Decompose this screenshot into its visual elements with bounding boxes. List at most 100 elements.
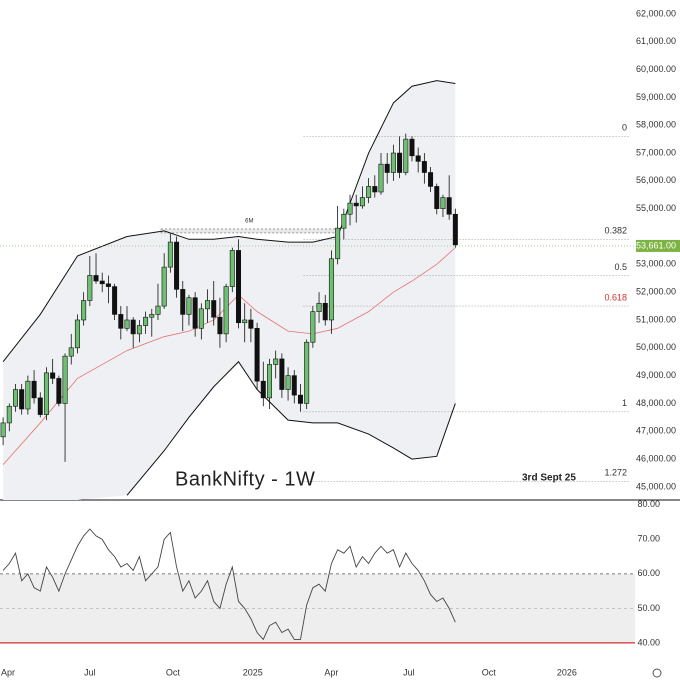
candle-body bbox=[74, 319, 80, 349]
candle-body bbox=[421, 161, 427, 173]
candle-body bbox=[112, 286, 118, 315]
fib-label: 0.618 bbox=[604, 292, 627, 302]
candle-body bbox=[167, 241, 173, 268]
rsi-tick-label: 70.00 bbox=[637, 534, 660, 544]
candle-body bbox=[50, 372, 56, 379]
y-tick-label: 57,000.00 bbox=[636, 147, 676, 157]
settings-icon[interactable] bbox=[652, 668, 662, 678]
y-tick-label: 50,000.00 bbox=[636, 342, 676, 352]
candle-body bbox=[229, 250, 235, 287]
candle-body bbox=[87, 275, 93, 301]
candle-body bbox=[93, 275, 99, 282]
candle-body bbox=[446, 197, 452, 215]
candle-body bbox=[174, 241, 180, 290]
candle-body bbox=[297, 394, 303, 404]
fib-label: 1.272 bbox=[604, 468, 627, 478]
candle-body bbox=[118, 314, 124, 329]
x-tick-label: Jul bbox=[84, 667, 96, 677]
candle-body bbox=[136, 325, 142, 335]
candle-body bbox=[397, 152, 403, 173]
candle-body bbox=[390, 152, 396, 173]
rsi-tick-label: 80.00 bbox=[637, 499, 660, 509]
y-tick-label: 51,000.00 bbox=[636, 314, 676, 324]
candle-body bbox=[0, 422, 6, 438]
candle-body bbox=[143, 316, 149, 326]
candle-body bbox=[353, 202, 359, 207]
y-tick-label: 61,000.00 bbox=[636, 36, 676, 46]
y-tick-label: 53,000.00 bbox=[636, 259, 676, 269]
y-tick-label: 60,000.00 bbox=[636, 64, 676, 74]
candle-body bbox=[347, 202, 353, 215]
y-tick-label: 56,000.00 bbox=[636, 175, 676, 185]
band-lower bbox=[126, 360, 456, 496]
candle-body bbox=[62, 355, 68, 404]
candle-body bbox=[279, 358, 285, 390]
candle-body bbox=[328, 258, 334, 321]
fib-label: 0.5 bbox=[614, 262, 627, 272]
candle-body bbox=[242, 319, 248, 324]
candle-body bbox=[155, 305, 161, 315]
candle-body bbox=[31, 380, 37, 399]
candle-body bbox=[161, 266, 167, 307]
candle-body bbox=[310, 311, 316, 343]
rsi-tick-label: 40.00 bbox=[637, 637, 660, 647]
candle-body bbox=[366, 186, 372, 198]
candle-body bbox=[273, 358, 279, 365]
candle-body bbox=[6, 405, 12, 424]
x-tick-label: Oct bbox=[482, 667, 497, 677]
candle-body bbox=[403, 138, 409, 173]
y-tick-label: 49,000.00 bbox=[636, 370, 676, 380]
candle-body bbox=[12, 389, 18, 407]
y-tick-label: 52,000.00 bbox=[636, 287, 676, 297]
y-tick-label: 46,000.00 bbox=[636, 453, 676, 463]
candle-body bbox=[291, 375, 297, 396]
x-tick-label: Apr bbox=[324, 667, 338, 677]
annotation: 3rd Sept 25 bbox=[522, 473, 576, 484]
price-tag bbox=[636, 239, 680, 252]
candle-body bbox=[322, 302, 328, 321]
candle-body bbox=[452, 213, 458, 246]
y-tick-label: 55,000.00 bbox=[636, 203, 676, 213]
candle-body bbox=[124, 319, 130, 329]
candle-body bbox=[341, 213, 347, 229]
candle-body bbox=[266, 364, 272, 399]
band-fill bbox=[3, 80, 456, 501]
candle-body bbox=[236, 250, 242, 324]
candle-body bbox=[248, 319, 254, 329]
rsi-band bbox=[0, 573, 635, 643]
y-tick-label: 45,000.00 bbox=[636, 481, 676, 491]
candle-body bbox=[409, 138, 415, 157]
moving-average bbox=[2, 247, 456, 465]
candle-body bbox=[304, 341, 310, 404]
fib-label: 1 bbox=[622, 398, 627, 408]
candle-body bbox=[25, 380, 31, 410]
band-upper bbox=[2, 80, 456, 363]
candle-body bbox=[316, 302, 322, 312]
candle-body bbox=[254, 328, 260, 382]
range-label: 6M bbox=[245, 219, 253, 225]
candle-body bbox=[37, 397, 43, 415]
candle-body bbox=[56, 378, 62, 404]
y-tick-label: 62,000.00 bbox=[636, 8, 676, 18]
rsi-line bbox=[2, 528, 456, 641]
candle-body bbox=[428, 172, 434, 187]
candle-body bbox=[384, 163, 390, 173]
y-tick-label: 47,000.00 bbox=[636, 426, 676, 436]
candle-body bbox=[434, 186, 440, 209]
candle-body bbox=[378, 163, 384, 193]
rsi-tick-label: 60.00 bbox=[637, 568, 660, 578]
candle-body bbox=[205, 300, 211, 310]
candle-body bbox=[186, 297, 192, 315]
candle-body bbox=[372, 186, 378, 193]
price-tag-label: 53,661.00 bbox=[636, 240, 676, 250]
y-tick-label: 58,000.00 bbox=[636, 120, 676, 130]
candle-body bbox=[285, 375, 291, 390]
candle-body bbox=[81, 300, 87, 321]
candle-body bbox=[43, 372, 49, 415]
candle-body bbox=[217, 316, 223, 335]
y-tick-label: 59,000.00 bbox=[636, 92, 676, 102]
candle-body bbox=[68, 347, 74, 357]
candle-body bbox=[198, 308, 204, 329]
candle-body bbox=[99, 280, 105, 285]
